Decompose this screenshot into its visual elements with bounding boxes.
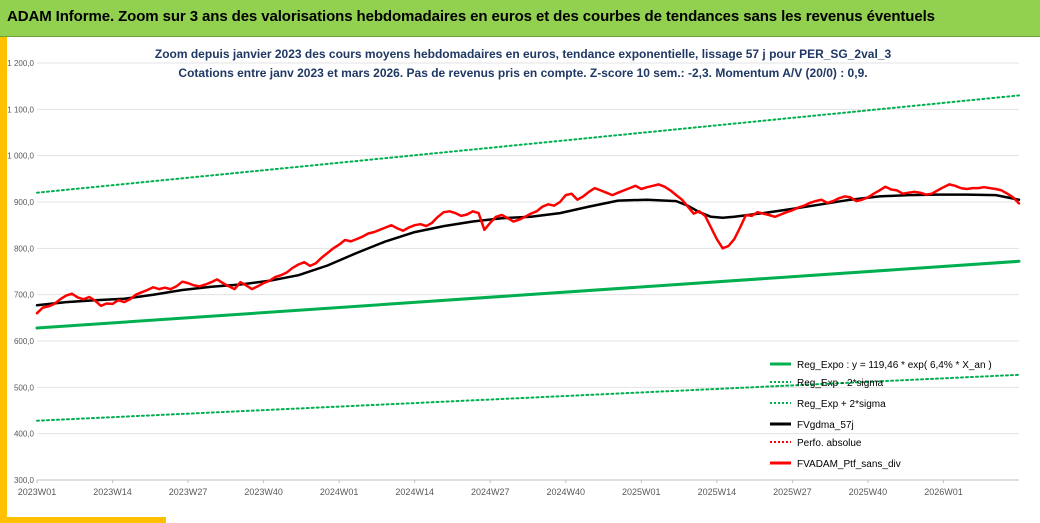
reg-exp-plus-2sigma-line: [36, 94, 1020, 194]
legend-label: FVgdma_57j: [797, 420, 854, 431]
y-tick-label: 1 200,0: [7, 59, 34, 68]
x-tick-label: 2025W27: [773, 487, 812, 497]
chart-title-line-2: Cotations entre janv 2023 et mars 2026. …: [178, 66, 867, 80]
x-tick-label: 2023W40: [244, 487, 283, 497]
y-tick-label: 1 100,0: [7, 105, 34, 114]
x-tick-label: 2025W01: [622, 487, 661, 497]
chart-title-line-1: Zoom depuis janvier 2023 des cours moyen…: [155, 47, 892, 61]
x-tick-label: 2024W14: [395, 487, 434, 497]
fvadam-ptf-sans-div-line: [35, 183, 1021, 315]
y-tick-label: 300,0: [14, 476, 35, 485]
reg-expo-line: [35, 259, 1021, 330]
y-tick-label: 1 000,0: [7, 152, 34, 161]
y-tick-label: 900,0: [14, 198, 35, 207]
chart-axes: 300,0 400,0 500,0 600,0 700,0 800,0 900,0 1 000…: [7, 59, 1019, 497]
x-tick-label: 2024W01: [320, 487, 359, 497]
y-tick-label: 600,0: [14, 337, 35, 346]
y-tick-label: 800,0: [14, 244, 35, 253]
x-tick-label: 2024W27: [471, 487, 510, 497]
x-tick-label: 2023W27: [169, 487, 208, 497]
fvgdma-57j-line: [35, 193, 1021, 307]
chart-canvas: Zoom depuis janvier 2023 des cours moyen…: [7, 47, 1021, 497]
x-tick-label: 2023W01: [18, 487, 57, 497]
header-bar: ADAM Informe. Zoom sur 3 ans des valoris…: [0, 0, 1040, 37]
page-title: ADAM Informe. Zoom sur 3 ans des valoris…: [7, 8, 935, 25]
legend-label: Reg_Expo : y = 119,46 * exp( 6,4% * X_an…: [797, 360, 992, 371]
reg-exp-minus-2sigma-line: [36, 373, 1020, 422]
x-tick-label: 2025W40: [849, 487, 888, 497]
y-tick-label: 400,0: [14, 430, 35, 439]
x-tick-label: 2025W14: [698, 487, 737, 497]
x-tick-label: 2026W01: [924, 487, 963, 497]
x-tick-label: 2023W14: [93, 487, 132, 497]
legend-label: Reg_Exp + 2*sigma: [797, 399, 886, 410]
legend-label: Reg_Exp - 2*sigma: [797, 378, 884, 389]
y-tick-label: 500,0: [14, 383, 35, 392]
bottom-accent-bar: [0, 517, 166, 523]
chart-series: [35, 94, 1021, 422]
legend-label: FVADAM_Ptf_sans_div: [797, 459, 901, 470]
chart-legend: Reg_Expo : y = 119,46 * exp( 6,4% * X_an…: [770, 360, 992, 470]
x-tick-label: 2024W40: [547, 487, 586, 497]
chart-area: Zoom depuis janvier 2023 des cours moyen…: [0, 37, 1040, 523]
legend-label: Perfo. absolue: [797, 438, 862, 449]
left-accent-bar: [0, 37, 7, 523]
y-tick-label: 700,0: [14, 291, 35, 300]
